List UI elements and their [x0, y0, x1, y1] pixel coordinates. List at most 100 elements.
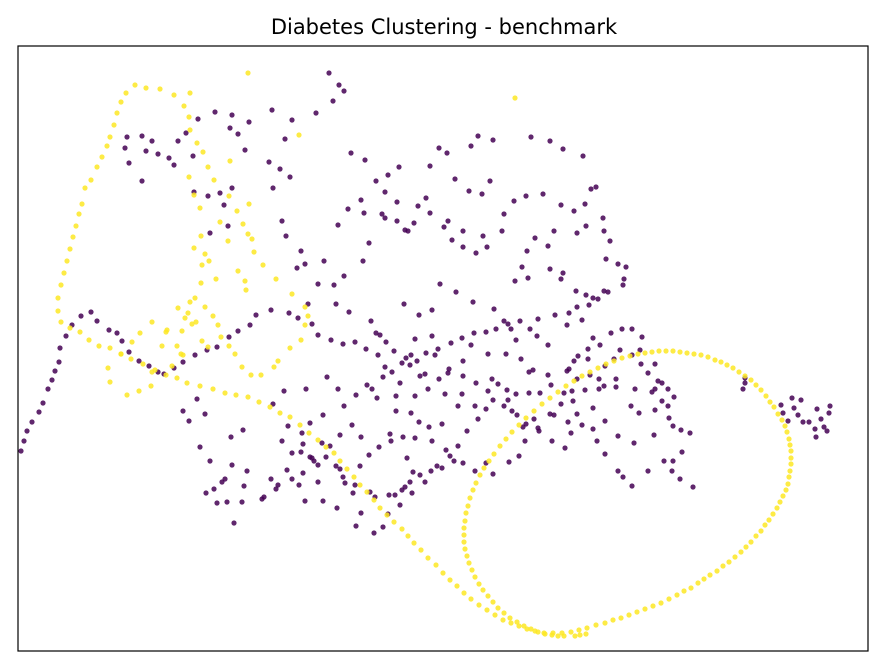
cluster_1-point	[724, 362, 730, 368]
cluster_1-point	[618, 615, 624, 621]
cluster_1-point	[107, 379, 113, 385]
cluster_0-point	[824, 428, 830, 434]
cluster_1-point	[405, 533, 411, 539]
cluster_1-point	[94, 164, 100, 170]
cluster_1-point	[191, 245, 197, 251]
cluster_0-point	[601, 288, 607, 294]
cluster_0-point	[279, 218, 285, 224]
cluster_0-point	[342, 480, 348, 486]
cluster_1-point	[202, 251, 208, 257]
cluster_1-point	[107, 134, 113, 140]
cluster_0-point	[687, 430, 693, 436]
cluster_1-point	[239, 364, 245, 370]
cluster_1-point	[136, 388, 142, 394]
cluster_1-point	[516, 623, 522, 629]
cluster_0-point	[637, 347, 643, 353]
cluster_0-point	[580, 153, 586, 159]
cluster_0-point	[315, 479, 321, 485]
cluster_1-point	[783, 487, 789, 493]
cluster_1-point	[143, 85, 149, 91]
cluster_1-point	[720, 563, 726, 569]
cluster_0-point	[323, 454, 329, 460]
cluster_0-point	[669, 468, 675, 474]
cluster_0-point	[585, 356, 591, 362]
cluster_1-point	[584, 625, 590, 631]
cluster_0-point	[414, 358, 420, 364]
cluster_0-point	[690, 484, 696, 490]
cluster_0-point	[217, 190, 223, 196]
cluster_0-point	[548, 382, 554, 388]
cluster_0-point	[665, 403, 671, 409]
cluster_1-point	[202, 304, 208, 310]
cluster_0-point	[445, 218, 451, 224]
cluster_0-point	[341, 88, 347, 94]
cluster_0-point	[607, 238, 613, 244]
cluster_0-point	[311, 458, 317, 464]
cluster_1-point	[96, 343, 102, 349]
cluster_1-point	[185, 310, 191, 316]
cluster_1-point	[670, 348, 676, 354]
cluster_1-point	[243, 287, 249, 293]
cluster_1-point	[88, 177, 94, 183]
cluster_0-point	[225, 223, 231, 229]
cluster_1-point	[577, 632, 583, 638]
cluster_0-point	[484, 244, 490, 250]
cluster_0-point	[532, 235, 538, 241]
cluster_1-point	[787, 468, 793, 474]
cluster_1-point	[211, 177, 217, 183]
cluster_1-point	[186, 174, 192, 180]
cluster_0-point	[479, 191, 485, 197]
cluster_1-point	[650, 603, 656, 609]
cluster_1-point	[124, 392, 130, 398]
cluster_0-point	[526, 369, 532, 375]
cluster_1-point	[770, 511, 776, 517]
cluster_0-point	[289, 476, 295, 482]
cluster_0-point	[410, 469, 416, 475]
cluster_0-point	[353, 523, 359, 529]
cluster_0-point	[403, 355, 409, 361]
cluster_1-point	[688, 585, 694, 591]
cluster_0-point	[659, 398, 665, 404]
cluster_1-point	[226, 193, 232, 199]
cluster_0-point	[352, 482, 358, 488]
cluster_1-point	[215, 322, 221, 328]
cluster_1-point	[251, 249, 257, 255]
cluster_0-point	[517, 318, 523, 324]
cluster_0-point	[379, 211, 385, 217]
cluster_1-point	[246, 201, 252, 207]
cluster_0-point	[590, 335, 596, 341]
cluster_0-point	[505, 321, 511, 327]
cluster_1-point	[58, 319, 64, 325]
cluster_0-point	[558, 401, 564, 407]
cluster_0-point	[268, 476, 274, 482]
cluster_0-point	[337, 432, 343, 438]
cluster_0-point	[227, 125, 233, 131]
cluster_0-point	[407, 362, 413, 368]
cluster_1-point	[473, 480, 479, 486]
cluster_0-point	[826, 410, 832, 416]
cluster_0-point	[261, 494, 267, 500]
cluster_0-point	[501, 211, 507, 217]
cluster_1-point	[484, 607, 490, 613]
cluster_0-point	[447, 453, 453, 459]
cluster_1-point	[331, 450, 337, 456]
cluster_1-point	[461, 590, 467, 596]
cluster_0-point	[143, 148, 149, 154]
cluster_0-point	[229, 185, 235, 191]
cluster_0-point	[212, 109, 218, 115]
cluster_1-point	[476, 581, 482, 587]
cluster_1-point	[555, 389, 561, 395]
cluster_1-point	[523, 415, 529, 421]
cluster_0-point	[277, 166, 283, 172]
cluster_1-point	[470, 487, 476, 493]
cluster_1-point	[305, 313, 311, 319]
cluster_1-point	[742, 373, 748, 379]
cluster_1-point	[205, 164, 211, 170]
cluster_1-point	[199, 338, 205, 344]
cluster_1-point	[476, 602, 482, 608]
cluster_0-point	[499, 228, 505, 234]
cluster_0-point	[579, 422, 585, 428]
cluster_1-point	[698, 352, 704, 358]
cluster_1-point	[779, 417, 785, 423]
cluster_1-point	[249, 236, 255, 242]
